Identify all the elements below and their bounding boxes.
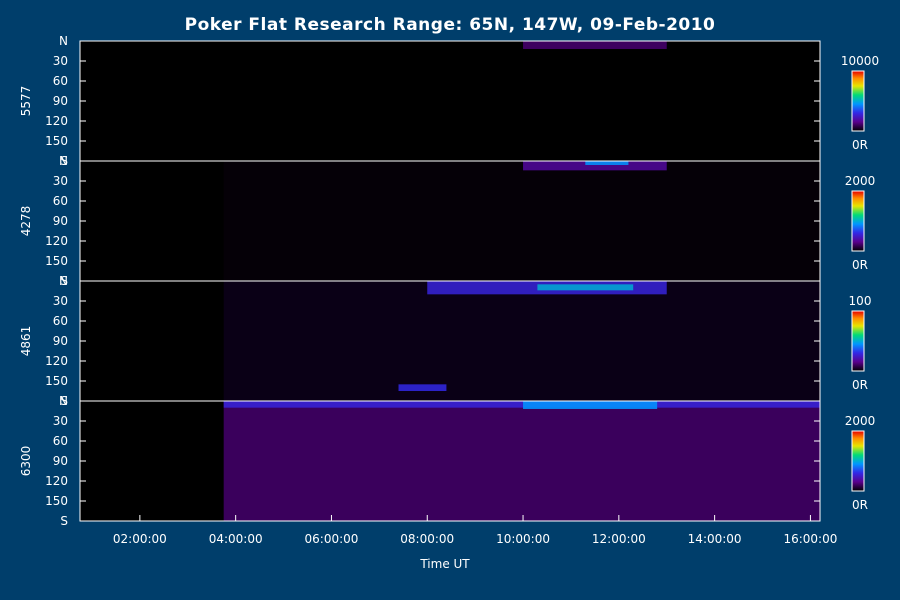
panel-4861: N 30 60 90 120 150 S 4861 100 0R (19, 274, 871, 408)
y-tick-label: 150 (45, 494, 68, 508)
colorbar-frame (851, 310, 865, 372)
x-tick-label: 08:00:00 (400, 532, 454, 546)
colorbar-min-label: 0R (852, 258, 868, 272)
emission-feature (398, 384, 447, 391)
y-tick-label: 90 (53, 214, 68, 228)
colorbar-min-label: 0R (852, 138, 868, 152)
y-tick-label: 90 (53, 94, 68, 108)
y-tick-label: 90 (53, 334, 68, 348)
panel-4278: N 30 60 90 120 150 S 4278 2000 0R (19, 154, 875, 288)
y-tick-label: S (60, 274, 68, 288)
y-tick-label: 120 (45, 354, 68, 368)
y-tick-label: 90 (53, 454, 68, 468)
colorbar (852, 191, 864, 251)
panel-5577: N 30 60 90 120 150 S 5577 10000 0R (19, 34, 879, 168)
colorbar-min-label: 0R (852, 378, 868, 392)
emission-feature (523, 161, 667, 171)
y-tick-label: 150 (45, 374, 68, 388)
y-tick-label: 30 (53, 54, 68, 68)
emission-feature (523, 41, 667, 49)
colorbar-max-label: 10000 (841, 54, 879, 68)
panel-data-region (223, 161, 820, 281)
colorbar (852, 311, 864, 371)
y-tick-label: 120 (45, 114, 68, 128)
emission-feature (537, 284, 634, 291)
x-axis-label: Time UT (419, 557, 470, 571)
emission-feature (585, 161, 629, 165)
y-tick-label: 30 (53, 174, 68, 188)
y-tick-label: N (59, 154, 68, 168)
y-tick-label: N (59, 34, 68, 48)
y-tick-label: 120 (45, 474, 68, 488)
emission-feature (523, 401, 658, 409)
x-tick-label: 10:00:00 (496, 532, 550, 546)
colorbar (852, 431, 864, 491)
y-tick-label: N (59, 394, 68, 408)
y-tick-label: S (60, 514, 68, 528)
panel-wavelength-label: 6300 (19, 446, 33, 477)
panel-6300: N 30 60 90 120 150 S 6300 2000 0R (19, 394, 875, 528)
y-tick-label: 30 (53, 294, 68, 308)
x-tick-label: 06:00:00 (305, 532, 359, 546)
colorbar-max-label: 100 (849, 294, 872, 308)
panel-wavelength-label: 4861 (19, 326, 33, 357)
y-tick-label: 60 (53, 314, 68, 328)
colorbar-frame (851, 190, 865, 252)
colorbar-frame (851, 430, 865, 492)
colorbar-max-label: 2000 (845, 174, 876, 188)
y-tick-label: 30 (53, 414, 68, 428)
y-tick-label: N (59, 274, 68, 288)
y-tick-label: S (60, 394, 68, 408)
colorbar (852, 71, 864, 131)
y-tick-label: 150 (45, 134, 68, 148)
emission-feature (223, 401, 820, 408)
x-tick-label: 04:00:00 (209, 532, 263, 546)
x-tick-label: 02:00:00 (113, 532, 167, 546)
y-tick-label: 60 (53, 194, 68, 208)
y-tick-label: 150 (45, 254, 68, 268)
y-tick-label: 60 (53, 434, 68, 448)
x-tick-label: 12:00:00 (592, 532, 646, 546)
panel-data-region (223, 401, 820, 521)
panel-data-region (223, 41, 820, 161)
x-tick-label: 16:00:00 (783, 532, 837, 546)
y-tick-label: S (60, 154, 68, 168)
colorbar-max-label: 2000 (845, 414, 876, 428)
panel-wavelength-label: 5577 (19, 86, 33, 117)
y-tick-label: 120 (45, 234, 68, 248)
colorbar-min-label: 0R (852, 498, 868, 512)
colorbar-frame (851, 70, 865, 132)
y-tick-label: 60 (53, 74, 68, 88)
panel-data-region (223, 281, 820, 401)
panel-wavelength-label: 4278 (19, 206, 33, 237)
chart-title: Poker Flat Research Range: 65N, 147W, 09… (185, 15, 716, 35)
x-tick-label: 14:00:00 (688, 532, 742, 546)
